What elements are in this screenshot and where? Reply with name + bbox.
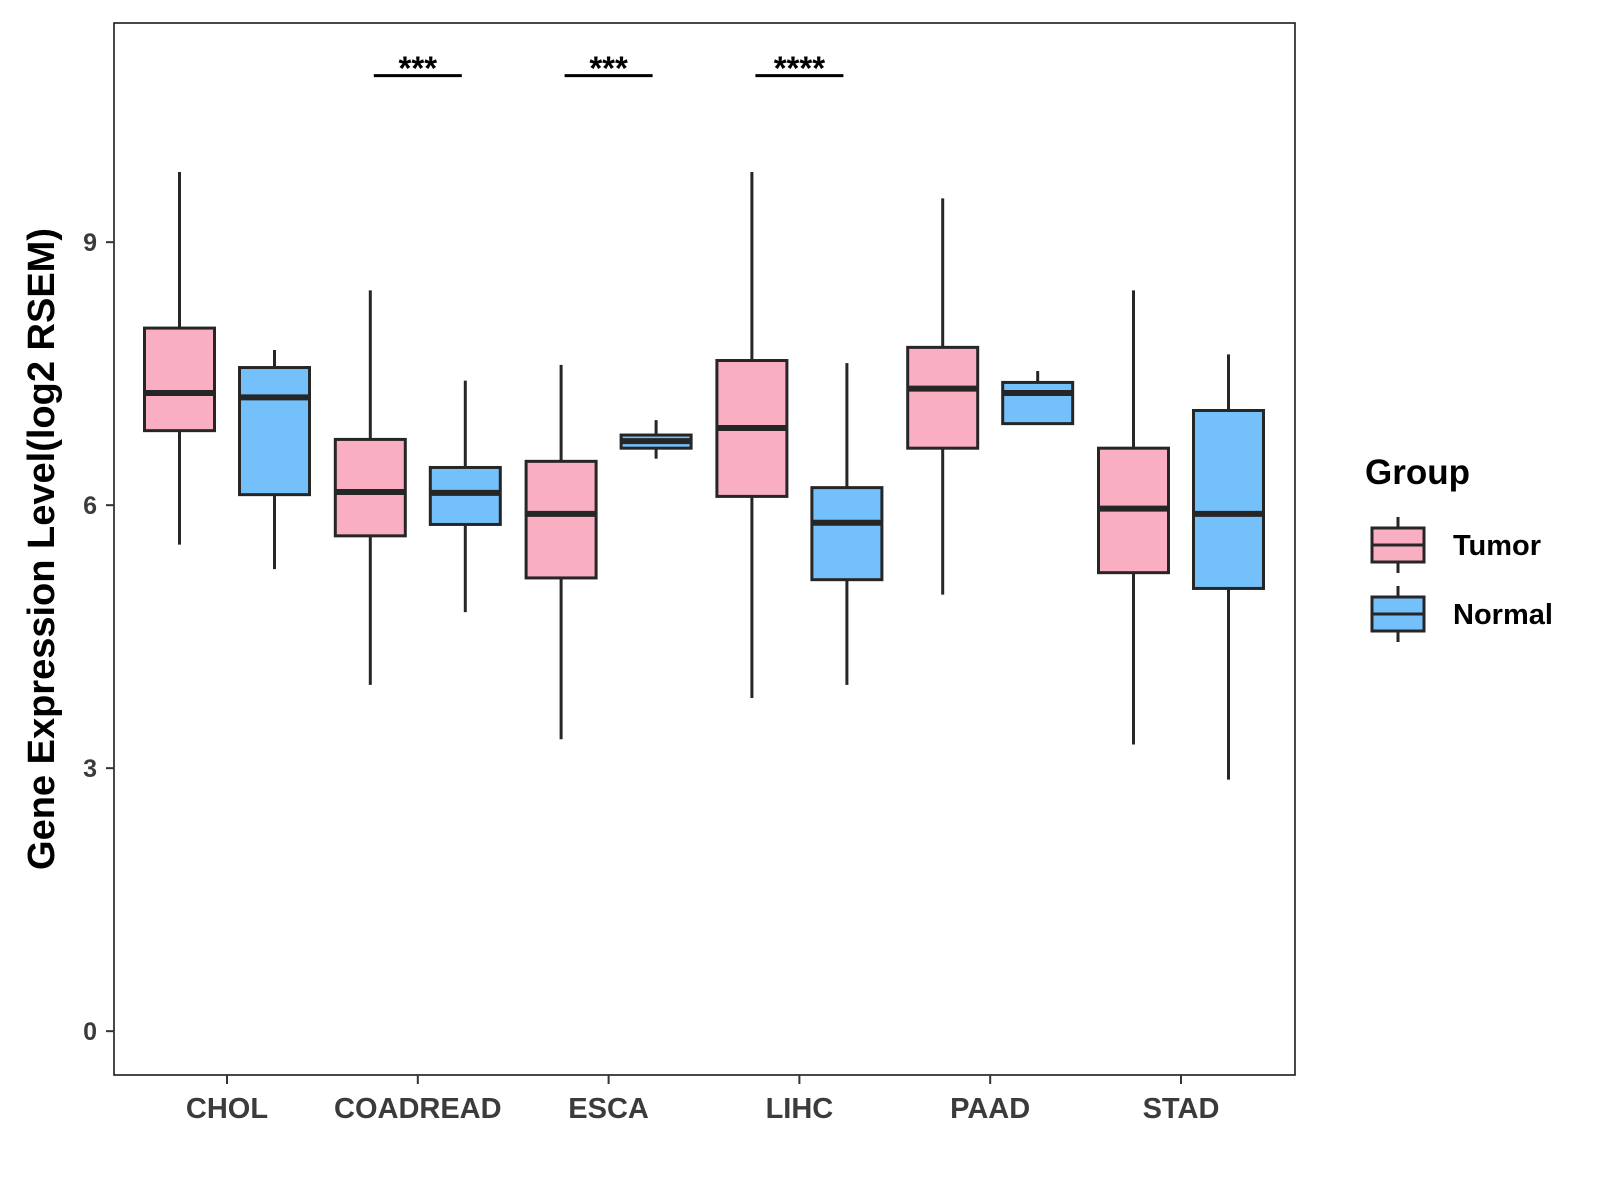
x-tick-label: ESCA — [568, 1093, 649, 1125]
legend-label: Normal — [1453, 599, 1553, 631]
panel-border — [113, 22, 1296, 1076]
x-axis: CHOL COADREAD ESCA LIHC PAAD STAD — [186, 1075, 1219, 1125]
box-iqr — [810, 486, 884, 582]
boxes-layer — [143, 172, 1265, 780]
y-tick-label: 0 — [83, 1018, 97, 1046]
box-tumor-chol — [143, 172, 216, 545]
box-normal-esca — [619, 420, 693, 459]
box-tumor-paad — [906, 198, 980, 595]
x-tick-label: PAAD — [950, 1093, 1030, 1125]
x-tick-label: CHOL — [186, 1093, 268, 1125]
significance-label: **** — [774, 50, 826, 87]
legend-entry-normal: Normal — [1370, 586, 1553, 642]
significance-label: *** — [399, 50, 438, 87]
y-axis-title: Gene Expression Level(log2 RSEM) — [21, 228, 63, 870]
y-tick-label: 6 — [83, 492, 97, 520]
y-tick-label: 9 — [83, 229, 97, 257]
box-iqr — [1192, 408, 1265, 590]
box-normal-lihc — [810, 363, 884, 685]
box-iqr — [524, 459, 598, 580]
y-tick-label: 3 — [83, 755, 97, 783]
x-tick-label: COADREAD — [334, 1093, 502, 1125]
box-tumor-coadread — [333, 290, 407, 685]
legend-title: Group — [1365, 453, 1470, 492]
box-iqr — [1001, 380, 1075, 426]
legend-label: Tumor — [1453, 530, 1541, 562]
y-axis: 0 3 6 9 — [83, 229, 114, 1046]
box-normal-coadread — [428, 380, 502, 613]
significance-label: *** — [589, 50, 628, 87]
box-iqr — [428, 465, 502, 526]
legend-entry-tumor: Tumor — [1370, 517, 1541, 573]
box-tumor-stad — [1097, 290, 1170, 745]
x-tick-label: LIHC — [766, 1093, 834, 1125]
box-normal-chol — [238, 349, 311, 570]
box-normal-stad — [1192, 354, 1265, 780]
legend: Group Tumor Normal — [1365, 453, 1553, 642]
box-tumor-esca — [524, 364, 598, 740]
box-iqr — [238, 366, 311, 497]
box-iqr — [906, 345, 980, 450]
box-tumor-lihc — [715, 172, 789, 699]
x-tick-label: STAD — [1143, 1093, 1220, 1125]
box-normal-paad — [1001, 371, 1075, 426]
box-iqr — [143, 326, 216, 433]
box-iqr — [333, 437, 407, 538]
significance-layer: *** *** **** — [373, 50, 844, 87]
